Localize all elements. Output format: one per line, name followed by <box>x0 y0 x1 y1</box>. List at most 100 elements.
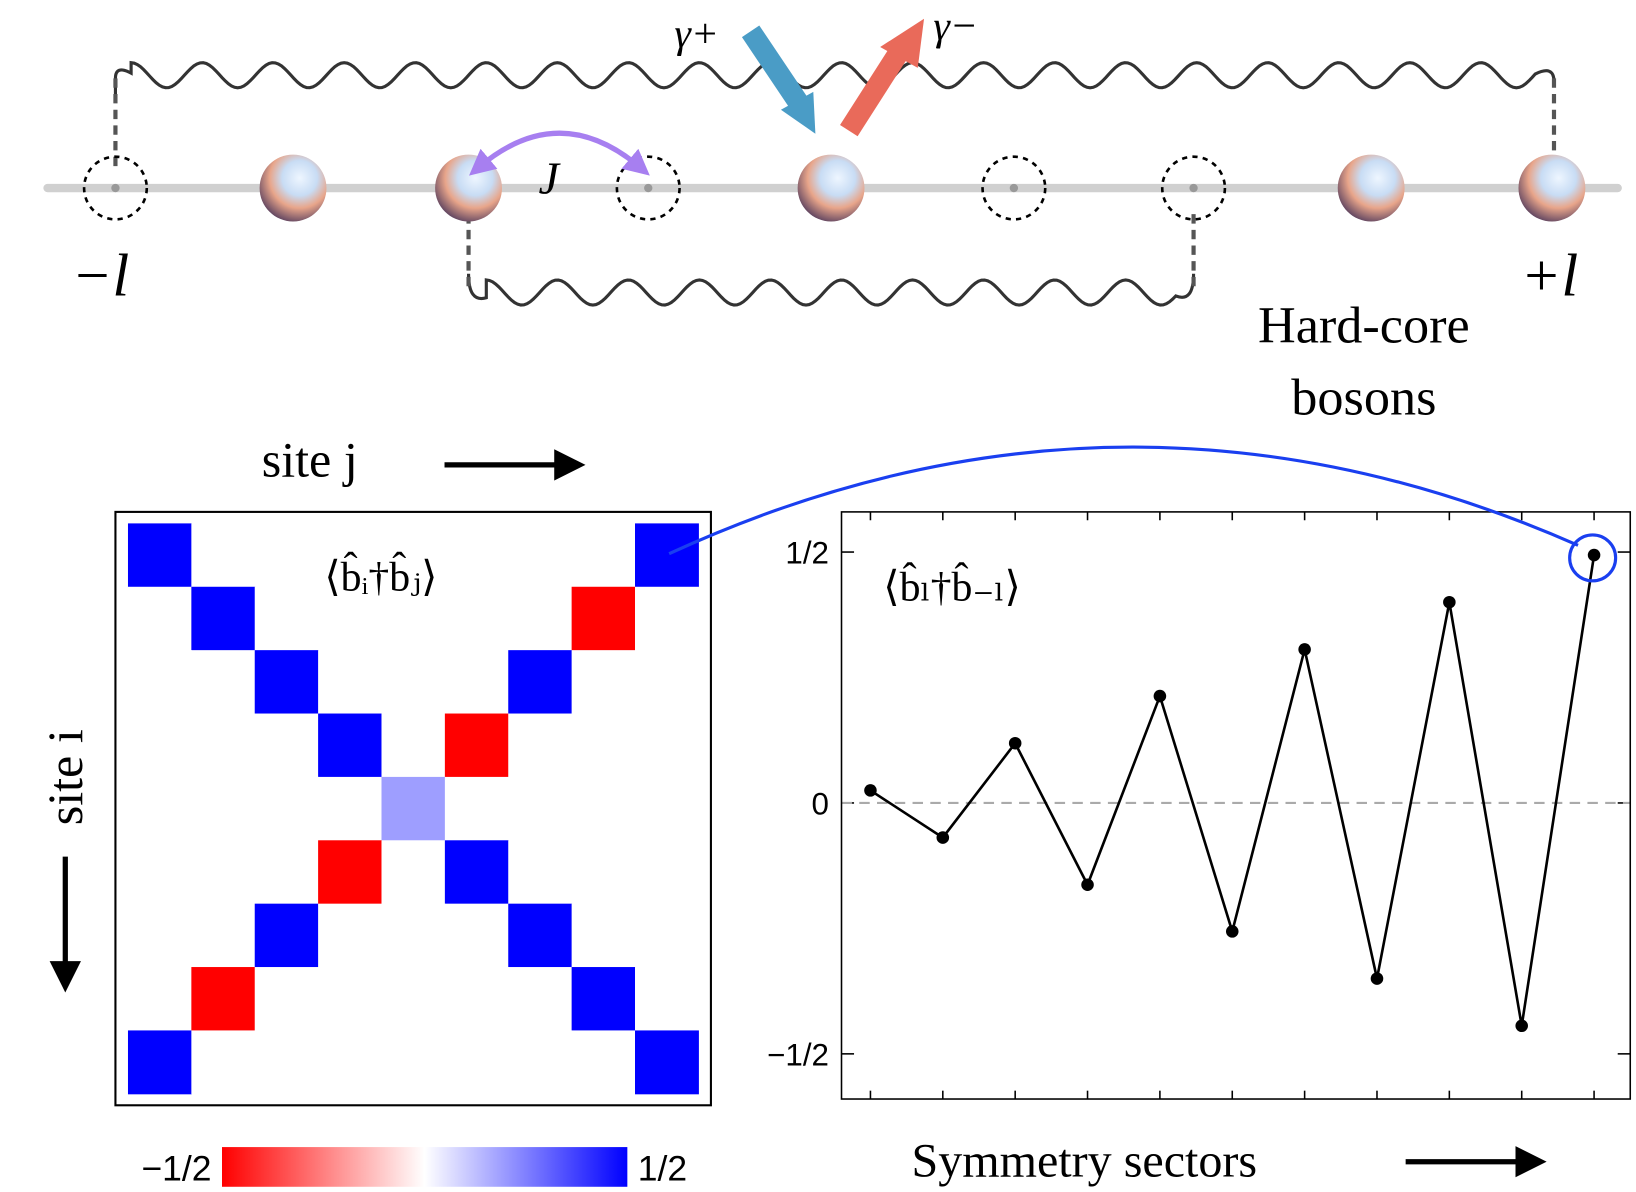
heatmap-cell <box>571 903 636 968</box>
heatmap-cell <box>635 523 699 588</box>
heatmap-cell <box>318 840 383 905</box>
heatmap-cell <box>318 586 383 651</box>
heatmap-frame <box>114 510 712 1107</box>
loss-arrow-head <box>880 18 925 68</box>
heatmap-cell <box>127 650 192 715</box>
heatmap-cell <box>191 776 256 841</box>
heatmap-cell <box>381 650 446 715</box>
heatmap-cell <box>381 903 446 968</box>
y-tick-label: 0 <box>812 786 829 821</box>
plot-frame <box>840 511 1632 1100</box>
boson <box>259 154 327 222</box>
heatmap-cell <box>508 650 573 715</box>
highlight-link <box>668 445 1579 556</box>
heatmap-cell <box>254 650 319 715</box>
heatmap-cell <box>318 1030 383 1095</box>
heatmap-cell <box>635 776 699 841</box>
line-title: ⟨b̂ₗ†b̂₋ₗ⟩ <box>883 561 1021 611</box>
heatmap-cell <box>254 523 319 588</box>
heatmap-cell <box>318 523 383 588</box>
point <box>1587 548 1601 562</box>
heatmap-cell <box>444 840 509 905</box>
heatmap-cell <box>191 967 256 1031</box>
heatmap-title: ⟨b̂ᵢ†b̂ⱼ⟩ <box>324 550 437 600</box>
heatmap-cell <box>127 967 192 1031</box>
heatmap-cell <box>508 586 573 651</box>
heatmap-cell <box>444 903 509 968</box>
caption: Hard-core <box>1258 297 1470 355</box>
point <box>936 831 950 844</box>
heatmap-cell <box>254 967 319 1031</box>
point <box>1225 925 1239 938</box>
heatmap-cell <box>191 586 256 651</box>
heatmap-cell <box>318 650 383 715</box>
left-label: −l <box>72 243 130 310</box>
heatmap-cell <box>508 1030 573 1095</box>
boson <box>797 154 865 222</box>
heatmap-cell <box>444 713 509 778</box>
wave-link <box>113 60 1556 100</box>
heatmap-cell <box>444 1030 509 1095</box>
colorbar <box>222 1147 628 1187</box>
empty-site <box>82 155 149 221</box>
heatmap-cell <box>571 1030 636 1095</box>
heatmap-cell <box>127 523 192 588</box>
caption: bosons <box>1291 369 1436 427</box>
point <box>1008 736 1022 750</box>
heatmap-cell <box>318 903 383 968</box>
gain-arrow-head <box>780 91 816 134</box>
heatmap-cell <box>381 840 446 905</box>
point <box>1081 878 1094 892</box>
empty-site <box>1160 155 1227 221</box>
heatmap-cell <box>508 713 573 778</box>
boson <box>435 154 502 222</box>
heatmap-cell <box>191 713 256 778</box>
heatmap-cell <box>127 903 192 968</box>
point <box>1153 689 1167 703</box>
heatmap-cell <box>444 650 509 715</box>
point <box>1370 972 1384 985</box>
site-dot <box>644 183 653 193</box>
heatmap-cell <box>508 903 573 968</box>
heatmap-cell <box>191 840 256 905</box>
right-label: +l <box>1521 243 1579 310</box>
heatmap-cell <box>381 586 446 651</box>
heatmap-cell <box>254 586 319 651</box>
heatmap-cell <box>635 650 699 715</box>
gamma-plus: γ+ <box>674 11 719 57</box>
loss-arrow <box>840 46 908 137</box>
site-dot <box>111 183 120 193</box>
heatmap-cell <box>571 650 636 715</box>
hopping-label: J <box>539 152 562 203</box>
heatmap-cell <box>127 586 192 651</box>
heatmap-cell <box>635 967 699 1031</box>
hopping-arrow <box>469 130 650 176</box>
heatmap-cell <box>381 1030 446 1095</box>
heatmap-cell <box>127 840 192 905</box>
boson <box>1337 154 1405 222</box>
heatmap-cell <box>444 523 509 588</box>
x-axis-label: site j <box>262 431 358 487</box>
heatmap-cell <box>254 1030 319 1095</box>
heatmap-cell <box>191 523 256 588</box>
heatmap-cell <box>508 840 573 905</box>
wave-link <box>466 273 1196 307</box>
colorbar-tick-label: −1/2 <box>141 1149 211 1189</box>
site-dot <box>1189 183 1198 193</box>
heatmap-cell <box>635 903 699 968</box>
heatmap-cell <box>571 523 636 588</box>
heatmap-cell <box>508 967 573 1031</box>
heatmap-cell <box>127 713 192 778</box>
colorbar-tick-label: 1/2 <box>638 1149 687 1189</box>
y-axis-label: site i <box>37 729 93 825</box>
heatmap-cell <box>444 776 509 841</box>
heatmap-cell <box>444 967 509 1031</box>
line <box>869 554 1596 1026</box>
heatmap-cell <box>571 776 636 841</box>
point <box>864 784 877 797</box>
x-axis-label: Symmetry sectors <box>912 1134 1258 1187</box>
point <box>1298 643 1311 656</box>
heatmap-cell <box>444 586 509 651</box>
heatmap-cell <box>508 776 573 841</box>
